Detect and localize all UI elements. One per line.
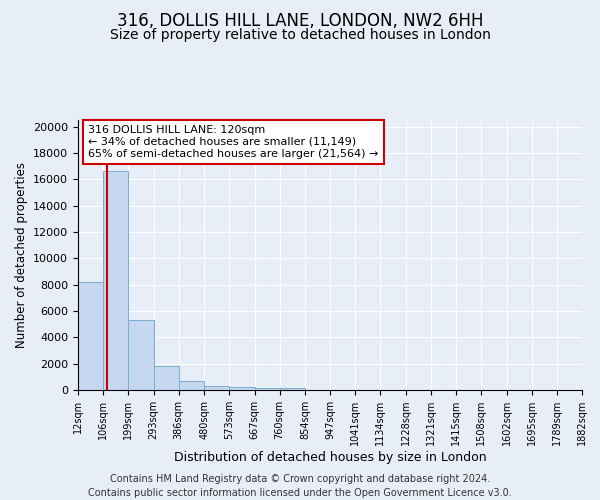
Bar [103,172,128,390]
Bar [280,388,305,390]
Bar [179,380,204,390]
Bar [204,386,229,390]
Bar [128,320,154,390]
Y-axis label: Number of detached properties: Number of detached properties [14,162,28,348]
Bar [229,387,254,390]
Text: 316 DOLLIS HILL LANE: 120sqm
← 34% of detached houses are smaller (11,149)
65% o: 316 DOLLIS HILL LANE: 120sqm ← 34% of de… [88,126,379,158]
Text: Size of property relative to detached houses in London: Size of property relative to detached ho… [110,28,490,42]
Bar [254,388,280,390]
Text: Contains HM Land Registry data © Crown copyright and database right 2024.
Contai: Contains HM Land Registry data © Crown c… [88,474,512,498]
X-axis label: Distribution of detached houses by size in London: Distribution of detached houses by size … [173,451,487,464]
Bar [154,366,179,390]
Bar [78,282,103,390]
Text: 316, DOLLIS HILL LANE, LONDON, NW2 6HH: 316, DOLLIS HILL LANE, LONDON, NW2 6HH [117,12,483,30]
